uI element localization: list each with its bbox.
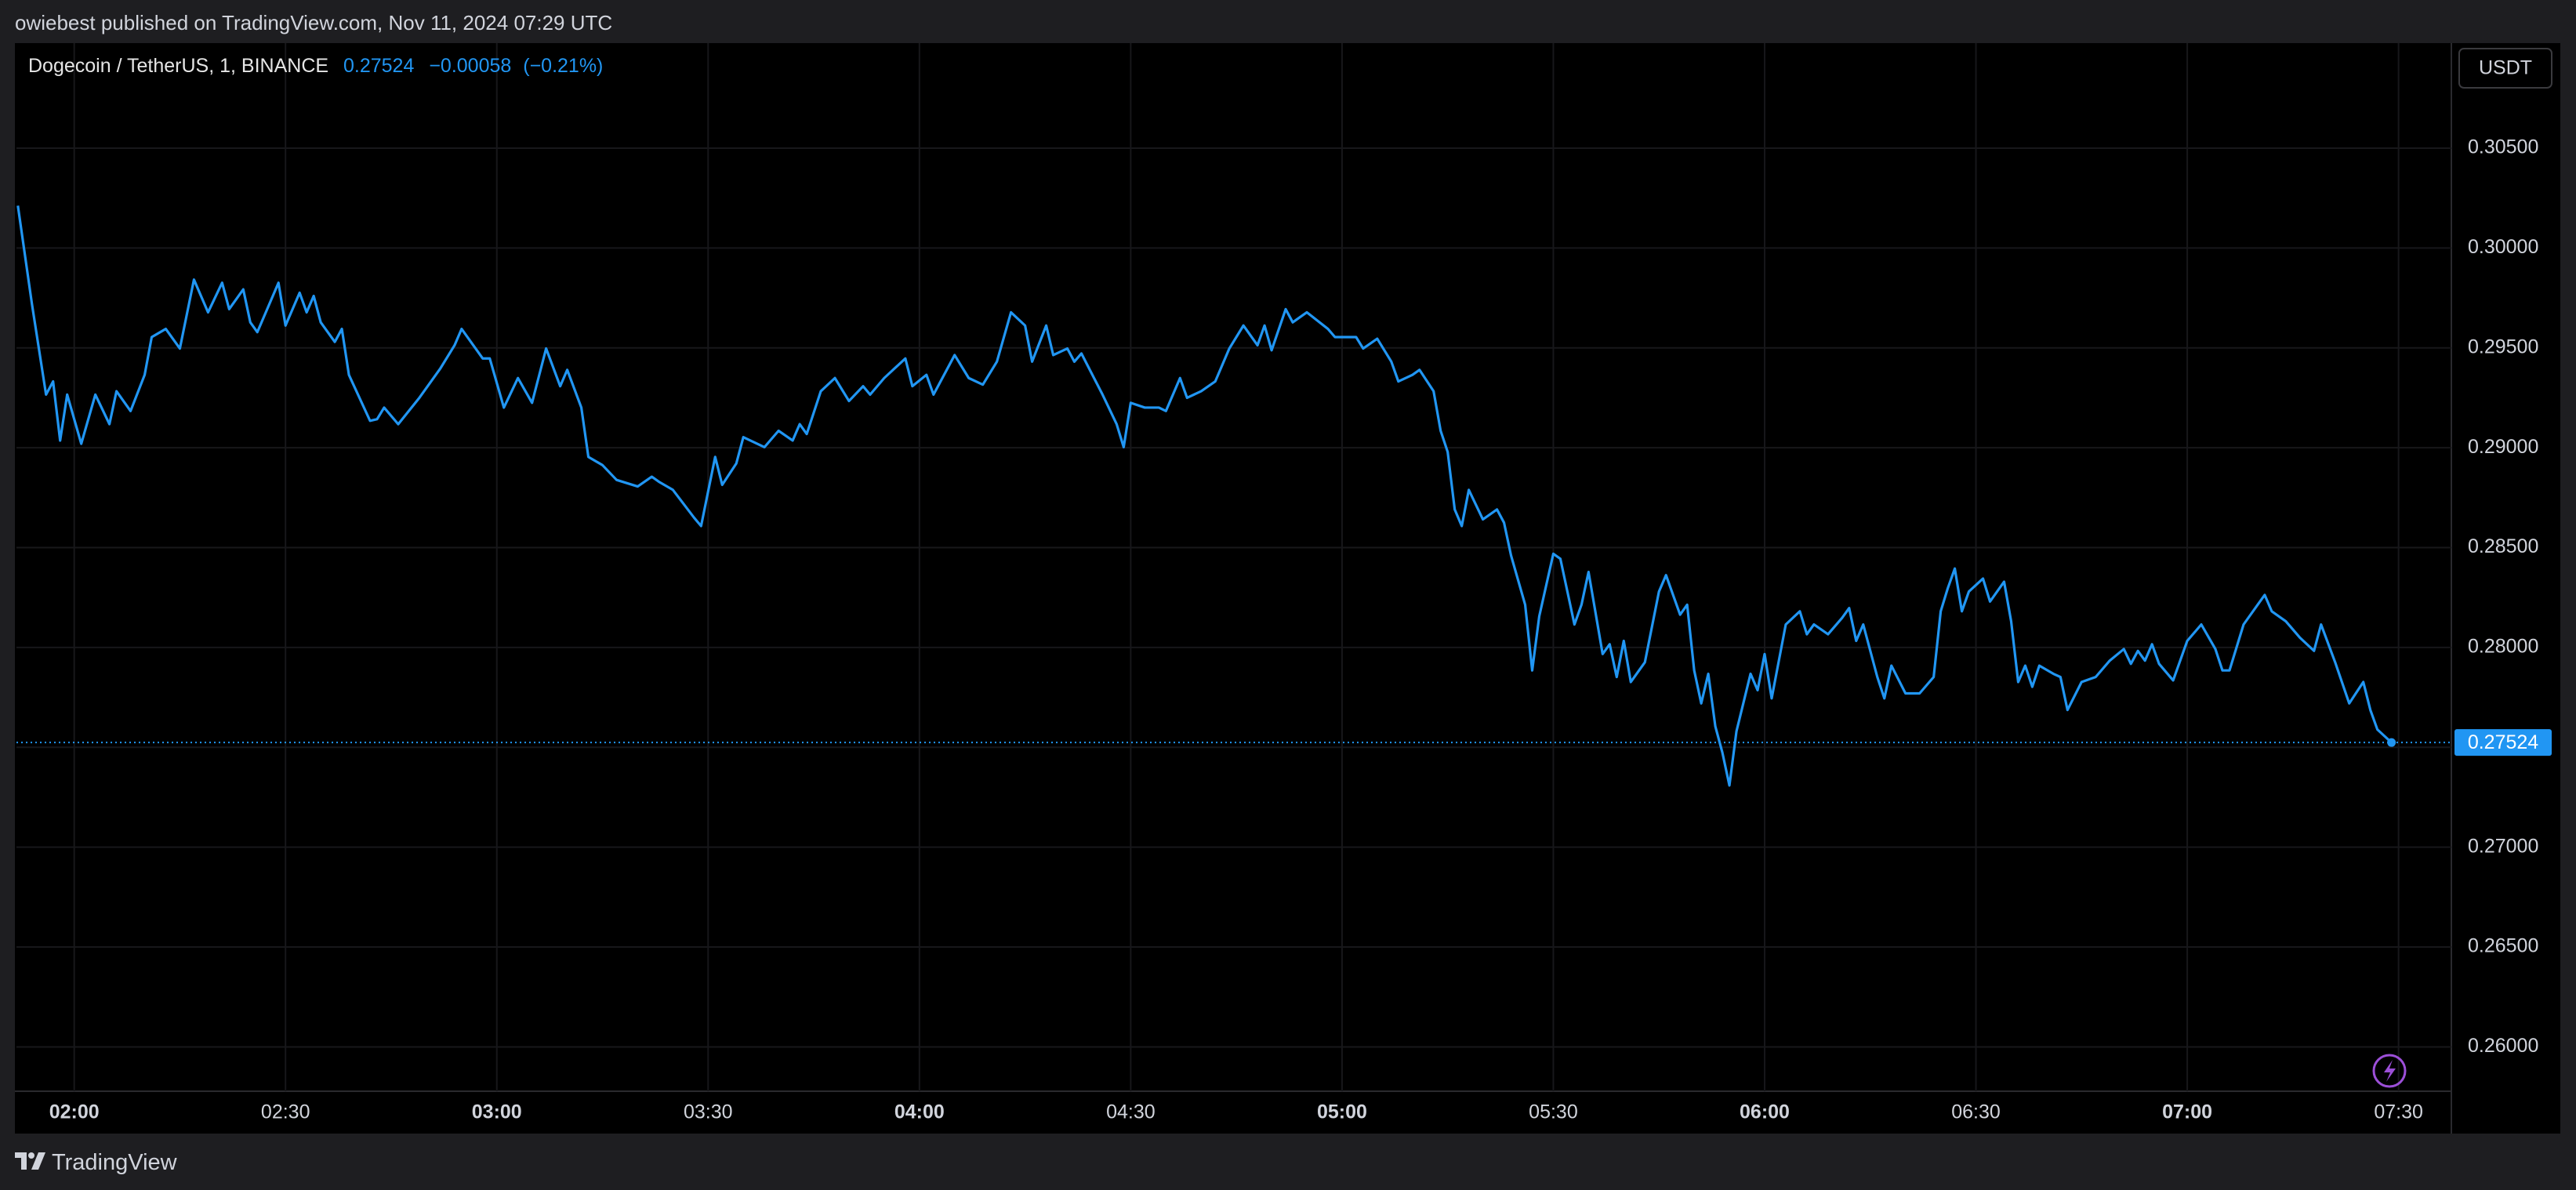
x-tick-label: 05:00 xyxy=(1317,1101,1367,1123)
y-tick-label: 0.29500 xyxy=(2468,336,2538,357)
publish-info: owiebest published on TradingView.com, N… xyxy=(15,11,613,34)
currency-button[interactable] xyxy=(2458,48,2552,89)
currency[interactable]: USDT xyxy=(2479,57,2532,79)
y-tick-label: 0.26000 xyxy=(2468,1035,2538,1057)
x-tick-label: 05:30 xyxy=(1529,1101,1578,1123)
last-price: 0.27524 xyxy=(343,55,414,77)
x-tick-label: 02:00 xyxy=(49,1101,100,1123)
x-tick-label: 03:30 xyxy=(684,1101,733,1123)
plot xyxy=(16,205,2451,787)
brand: TradingView xyxy=(52,1150,177,1175)
last-point xyxy=(2387,738,2396,747)
x-tick-label: 07:30 xyxy=(2374,1101,2423,1123)
x-tick-label: 02:30 xyxy=(261,1101,310,1123)
x-tick-label: 04:00 xyxy=(894,1101,945,1123)
y-tick-label: 0.26500 xyxy=(2468,935,2538,957)
y-tick-label: 0.29000 xyxy=(2468,436,2538,458)
legend: Dogecoin / TetherUS, 1, BINANCE 0.27524 … xyxy=(28,55,603,77)
y-tick-label: 0.28000 xyxy=(2468,636,2538,658)
x-tick-label: 07:00 xyxy=(2162,1101,2212,1123)
y-tick-label: 0.30000 xyxy=(2468,236,2538,258)
brand-logo xyxy=(15,1152,45,1170)
x-tick-label: 06:00 xyxy=(1740,1101,1790,1123)
last-price-box xyxy=(2454,729,2552,756)
chart-panel xyxy=(15,43,2560,1134)
last-price-label: 0.27524 xyxy=(2468,731,2538,753)
grid xyxy=(16,43,2451,1091)
y-tick-label: 0.27000 xyxy=(2468,835,2538,857)
footer: TradingView xyxy=(0,1134,2576,1190)
x-tick-label: 04:30 xyxy=(1106,1101,1156,1123)
x-tick-label: 03:00 xyxy=(472,1101,522,1123)
price-line xyxy=(16,205,2393,787)
publish-bar: owiebest published on TradingView.com, N… xyxy=(0,0,2576,43)
x-tick-label: 06:30 xyxy=(1951,1101,2001,1123)
lightning-icon[interactable] xyxy=(2372,1054,2407,1088)
symbol: Dogecoin / TetherUS, 1, BINANCE xyxy=(28,55,328,77)
y-tick-label: 0.28500 xyxy=(2468,535,2538,557)
change: −0.00058 xyxy=(429,55,511,77)
chart: 0.260000.265000.270000.275000.280000.285… xyxy=(15,43,2560,1134)
axes: 0.260000.265000.270000.275000.280000.285… xyxy=(49,136,2552,1123)
y-tick-label: 0.30500 xyxy=(2468,136,2538,158)
change-percent: (−0.21%) xyxy=(523,55,603,77)
